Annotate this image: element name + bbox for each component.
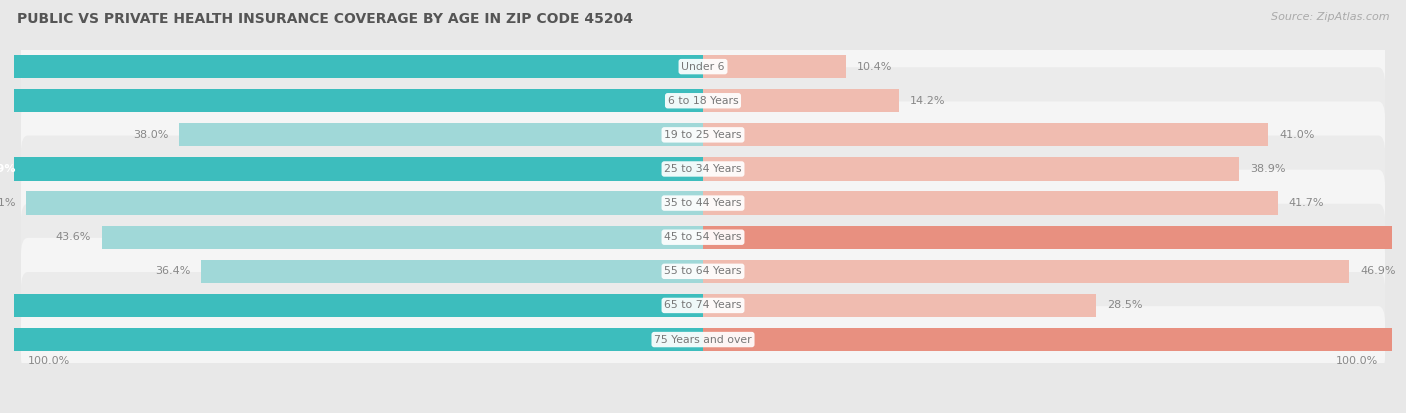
- Bar: [0, 55, 703, 78]
- Text: 65 to 74 Years: 65 to 74 Years: [664, 300, 742, 311]
- Text: 36.4%: 36.4%: [155, 266, 190, 276]
- Bar: [103, 225, 703, 249]
- Text: 46.9%: 46.9%: [1360, 266, 1396, 276]
- Bar: [0, 294, 703, 317]
- Bar: [180, 123, 703, 147]
- Text: 6 to 18 Years: 6 to 18 Years: [668, 96, 738, 106]
- FancyBboxPatch shape: [21, 238, 1385, 305]
- Bar: [703, 192, 1278, 215]
- Text: 10.4%: 10.4%: [858, 62, 893, 71]
- FancyBboxPatch shape: [21, 170, 1385, 237]
- Bar: [703, 225, 1406, 249]
- Text: 100.0%: 100.0%: [28, 356, 70, 366]
- Text: Source: ZipAtlas.com: Source: ZipAtlas.com: [1271, 12, 1389, 22]
- Bar: [703, 294, 1095, 317]
- Text: 45 to 54 Years: 45 to 54 Years: [664, 232, 742, 242]
- Text: 41.7%: 41.7%: [1289, 198, 1324, 208]
- Bar: [27, 192, 703, 215]
- Bar: [703, 55, 846, 78]
- FancyBboxPatch shape: [21, 272, 1385, 339]
- Text: 55 to 64 Years: 55 to 64 Years: [664, 266, 742, 276]
- Text: 38.9%: 38.9%: [1250, 164, 1285, 174]
- Bar: [703, 89, 898, 112]
- FancyBboxPatch shape: [21, 102, 1385, 168]
- Text: 25 to 34 Years: 25 to 34 Years: [664, 164, 742, 174]
- FancyBboxPatch shape: [21, 306, 1385, 373]
- FancyBboxPatch shape: [21, 204, 1385, 271]
- Text: 49.1%: 49.1%: [0, 198, 15, 208]
- Text: 100.0%: 100.0%: [1336, 356, 1378, 366]
- Bar: [0, 328, 703, 351]
- Text: 43.6%: 43.6%: [56, 232, 91, 242]
- Bar: [0, 89, 703, 112]
- Text: PUBLIC VS PRIVATE HEALTH INSURANCE COVERAGE BY AGE IN ZIP CODE 45204: PUBLIC VS PRIVATE HEALTH INSURANCE COVER…: [17, 12, 633, 26]
- Text: 28.5%: 28.5%: [1107, 300, 1142, 311]
- Text: Under 6: Under 6: [682, 62, 724, 71]
- Bar: [703, 328, 1406, 351]
- FancyBboxPatch shape: [21, 33, 1385, 100]
- Bar: [703, 157, 1239, 180]
- Text: 14.2%: 14.2%: [910, 96, 945, 106]
- Text: 41.0%: 41.0%: [1279, 130, 1315, 140]
- Text: 53.9%: 53.9%: [0, 164, 15, 174]
- Text: 35 to 44 Years: 35 to 44 Years: [664, 198, 742, 208]
- Text: 19 to 25 Years: 19 to 25 Years: [664, 130, 742, 140]
- Text: 75 Years and over: 75 Years and over: [654, 335, 752, 344]
- Text: 38.0%: 38.0%: [134, 130, 169, 140]
- Bar: [703, 260, 1350, 283]
- Bar: [0, 157, 703, 180]
- FancyBboxPatch shape: [21, 67, 1385, 134]
- Bar: [703, 123, 1268, 147]
- Bar: [201, 260, 703, 283]
- FancyBboxPatch shape: [21, 135, 1385, 202]
